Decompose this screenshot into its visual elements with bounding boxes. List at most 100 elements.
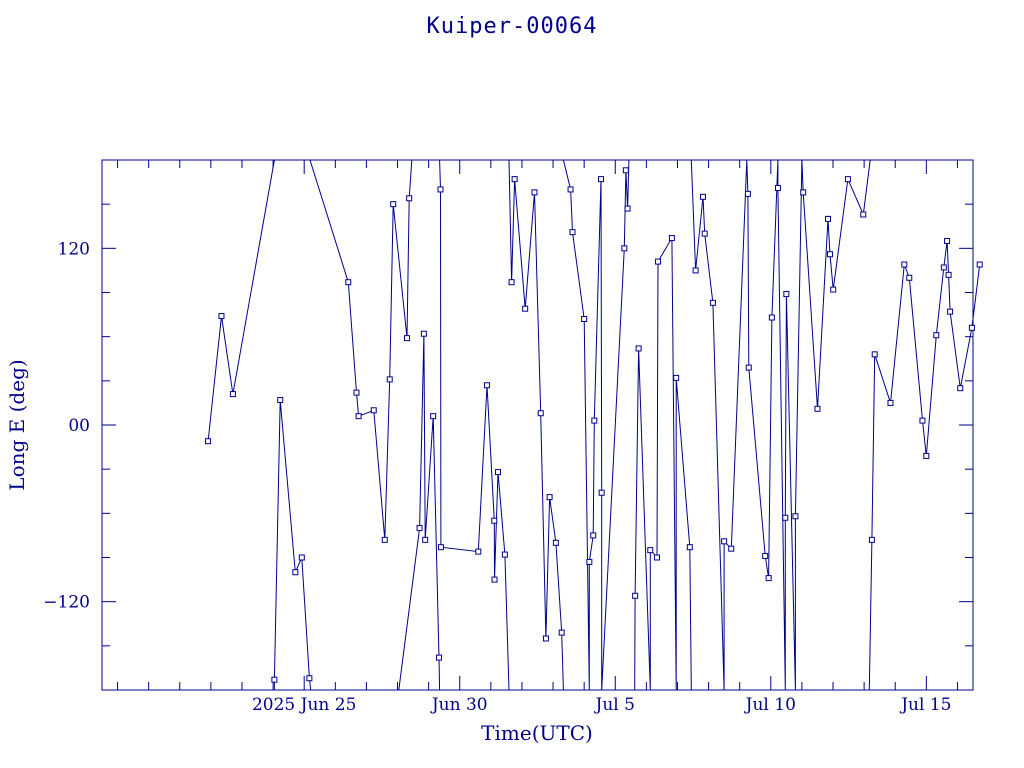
data-point <box>581 316 588 322</box>
data-point <box>783 290 790 297</box>
data-point <box>844 176 851 183</box>
data-point <box>494 469 501 476</box>
data-point <box>945 271 952 278</box>
data-point <box>386 376 393 383</box>
data-point <box>345 279 352 286</box>
data-point <box>422 536 429 543</box>
x-axis-ticks: 2025 Jun 25 Jun 30 Jul 5 Jul 10 Jul 15 <box>117 160 958 715</box>
data-point <box>635 345 642 352</box>
data-point <box>229 391 236 398</box>
data-point <box>668 235 675 242</box>
data-point <box>765 575 772 582</box>
data-point <box>906 274 913 281</box>
data-point <box>947 308 954 315</box>
data-point <box>976 261 983 268</box>
data-point <box>590 532 597 539</box>
data-point <box>814 405 821 412</box>
x-tick-label: Jul 15 <box>899 695 951 715</box>
data-point <box>435 654 442 661</box>
data-point <box>370 407 377 414</box>
data-point <box>271 676 278 683</box>
data-point <box>569 229 576 236</box>
chart-title: Kuiper-00064 <box>426 14 598 39</box>
data-point <box>728 545 735 552</box>
data-point <box>437 186 444 193</box>
data-point <box>830 286 837 293</box>
data-point <box>416 525 423 532</box>
y-axis-ticks: −120 00 120 <box>43 159 973 691</box>
data-point <box>567 186 574 193</box>
data-point <box>800 189 807 196</box>
data-point <box>598 176 605 183</box>
data-point <box>782 514 789 521</box>
data-point <box>508 279 515 286</box>
data-point <box>792 513 799 520</box>
data-point <box>621 245 628 252</box>
data-point <box>887 399 894 406</box>
data-point <box>491 517 498 524</box>
data-point <box>923 452 930 459</box>
data-point <box>768 314 775 321</box>
data-point <box>622 167 629 174</box>
data-point <box>944 237 951 244</box>
data-point <box>277 396 284 403</box>
data-point <box>475 548 482 555</box>
data-point <box>390 201 397 208</box>
data-point <box>860 211 867 218</box>
data-point <box>598 489 605 496</box>
data-point <box>591 417 598 424</box>
data-point <box>531 189 538 196</box>
data-point <box>501 551 508 558</box>
data-point <box>968 324 975 331</box>
data-point <box>940 264 947 271</box>
data-point <box>774 184 781 191</box>
data-point <box>511 176 518 183</box>
data-point <box>542 635 549 642</box>
data-point <box>919 417 926 424</box>
data-point <box>355 413 362 420</box>
data-point <box>537 410 544 417</box>
data-point <box>483 382 490 389</box>
data-point <box>624 205 631 212</box>
series-line-group <box>205 159 983 691</box>
data-point <box>653 554 660 561</box>
data-point <box>655 258 662 265</box>
data-point <box>306 675 313 682</box>
data-point <box>721 538 728 545</box>
data-point <box>292 569 299 576</box>
plot-frame <box>101 159 974 691</box>
data-point <box>686 544 693 551</box>
data-point <box>673 374 680 381</box>
data-point <box>933 332 940 339</box>
data-point <box>901 261 908 268</box>
data-point <box>437 544 444 551</box>
y-tick-label: 120 <box>58 239 90 259</box>
data-point <box>353 389 360 396</box>
x-tick-label: Jul 5 <box>594 695 635 715</box>
data-point <box>552 539 559 546</box>
data-point <box>762 553 769 560</box>
data-point <box>957 385 964 392</box>
data-point <box>744 190 751 197</box>
data-point <box>218 313 225 320</box>
y-axis-label: Long E (deg) <box>5 359 29 490</box>
data-point <box>546 494 553 501</box>
data-point <box>647 547 654 554</box>
data-point <box>430 413 437 420</box>
data-point <box>586 558 593 565</box>
series-line <box>207 159 981 691</box>
data-point <box>522 305 529 312</box>
data-point <box>692 267 699 274</box>
data-point <box>298 554 305 561</box>
data-point <box>701 230 708 237</box>
data-point <box>420 330 427 337</box>
data-point <box>745 364 752 371</box>
data-point <box>826 251 833 258</box>
data-point <box>709 299 716 306</box>
data-point <box>871 351 878 358</box>
x-tick-label: 2025 Jun 25 <box>252 695 356 715</box>
y-tick-label: −120 <box>43 593 90 613</box>
data-point <box>491 576 498 583</box>
data-point <box>825 215 832 222</box>
